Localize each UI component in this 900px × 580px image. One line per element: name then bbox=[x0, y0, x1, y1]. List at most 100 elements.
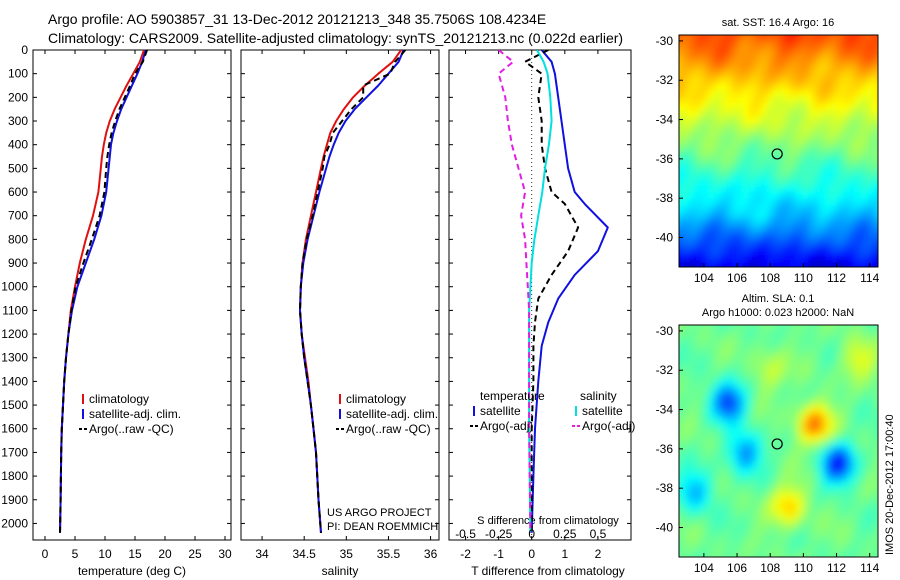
map-cell bbox=[673, 557, 680, 564]
map-cell bbox=[849, 557, 856, 564]
map-cell bbox=[720, 386, 727, 394]
map-cell bbox=[878, 158, 885, 165]
map-cell bbox=[760, 144, 768, 152]
map-cell bbox=[760, 219, 768, 227]
map-cell bbox=[848, 144, 856, 152]
map-cell bbox=[696, 495, 704, 503]
map-cell bbox=[825, 454, 832, 462]
map-cell bbox=[837, 338, 844, 346]
map-cell bbox=[690, 123, 698, 132]
map-cell bbox=[790, 144, 797, 152]
legend-entry: Argo(..raw -QC) bbox=[346, 422, 431, 436]
map-cell bbox=[772, 509, 780, 517]
map-cell bbox=[731, 198, 739, 207]
map-cell bbox=[884, 137, 891, 144]
map-cell bbox=[848, 96, 856, 104]
map-cell bbox=[714, 191, 721, 200]
map-cell bbox=[860, 393, 867, 401]
map-cell bbox=[831, 331, 838, 340]
map-cell bbox=[684, 420, 692, 428]
map-cell bbox=[760, 75, 768, 84]
map-cell bbox=[860, 536, 867, 544]
map-cell bbox=[731, 461, 739, 469]
map-cell bbox=[749, 420, 756, 428]
map-cell bbox=[854, 137, 862, 145]
map-cell bbox=[755, 406, 762, 415]
map-cell bbox=[872, 96, 878, 104]
map-cell bbox=[849, 267, 856, 274]
map-cell bbox=[860, 529, 867, 538]
map-cell bbox=[679, 495, 686, 503]
map-cell bbox=[831, 246, 838, 254]
map-cell bbox=[679, 164, 686, 172]
map-cell bbox=[720, 529, 727, 538]
sal-tick-label: -0.25 bbox=[485, 527, 513, 541]
map-cell bbox=[720, 171, 727, 179]
map-cell bbox=[708, 543, 715, 551]
map-cell bbox=[731, 191, 739, 200]
map-cell bbox=[837, 226, 844, 234]
map-cell bbox=[714, 386, 721, 394]
map-cell bbox=[690, 171, 698, 179]
map-cell bbox=[854, 372, 862, 381]
map-cell bbox=[831, 325, 838, 326]
map-cell bbox=[855, 21, 862, 28]
map-cell bbox=[831, 413, 838, 422]
map-cell bbox=[725, 529, 733, 538]
map-cell bbox=[696, 550, 704, 557]
map-cell bbox=[866, 325, 873, 333]
map-cell bbox=[755, 144, 762, 152]
map-cell bbox=[755, 420, 762, 428]
map-cell bbox=[755, 468, 762, 476]
map-cell bbox=[772, 144, 780, 152]
map-cell bbox=[749, 219, 756, 227]
map-cell bbox=[679, 372, 686, 381]
map-cell bbox=[819, 89, 826, 97]
map-cell bbox=[714, 96, 721, 104]
map-cell bbox=[731, 325, 739, 326]
map-cell bbox=[807, 406, 815, 415]
map-cell bbox=[837, 461, 844, 469]
map-cell bbox=[731, 468, 739, 476]
map-cell bbox=[796, 325, 803, 326]
map-cell bbox=[831, 454, 838, 462]
legend-entry: Argo(-adj) bbox=[480, 419, 533, 433]
legend-entry: Argo(..raw -QC) bbox=[89, 422, 174, 436]
map-cell bbox=[725, 260, 733, 267]
map-cell bbox=[778, 226, 785, 234]
map-cell bbox=[708, 246, 715, 254]
map-cell bbox=[884, 233, 891, 240]
map-cell bbox=[720, 232, 727, 241]
series-argo-adj--line bbox=[524, 50, 580, 533]
map-cell bbox=[801, 420, 809, 428]
x-tick-label: 25 bbox=[188, 547, 202, 561]
map-cell bbox=[778, 475, 785, 483]
map-cell bbox=[772, 103, 780, 111]
map-cell bbox=[760, 420, 768, 428]
map-cell bbox=[796, 454, 803, 462]
map-cell bbox=[848, 69, 856, 77]
map-cell bbox=[708, 35, 715, 36]
map-cell bbox=[801, 171, 809, 179]
map-cell bbox=[848, 393, 856, 401]
map-cell bbox=[679, 359, 686, 367]
map-cell bbox=[778, 82, 785, 91]
map-cell bbox=[790, 420, 797, 428]
map-cell bbox=[860, 164, 867, 172]
map-cell bbox=[684, 488, 692, 497]
legend-entry: satellite-adj. clim. bbox=[89, 407, 181, 421]
map-cell bbox=[702, 427, 709, 435]
map-cell bbox=[696, 516, 704, 524]
x-tick-label: 35 bbox=[340, 547, 354, 561]
map-cell bbox=[866, 205, 873, 213]
map-cell bbox=[702, 495, 709, 503]
map-cell bbox=[749, 536, 756, 544]
y-tick-label: 300 bbox=[8, 114, 28, 128]
map-cell bbox=[772, 345, 780, 353]
map-cell bbox=[714, 123, 721, 132]
map-cell bbox=[819, 178, 826, 186]
map-cell bbox=[772, 365, 780, 374]
map-cell bbox=[819, 434, 826, 442]
map-cell bbox=[772, 502, 780, 510]
map-cell bbox=[766, 400, 774, 408]
